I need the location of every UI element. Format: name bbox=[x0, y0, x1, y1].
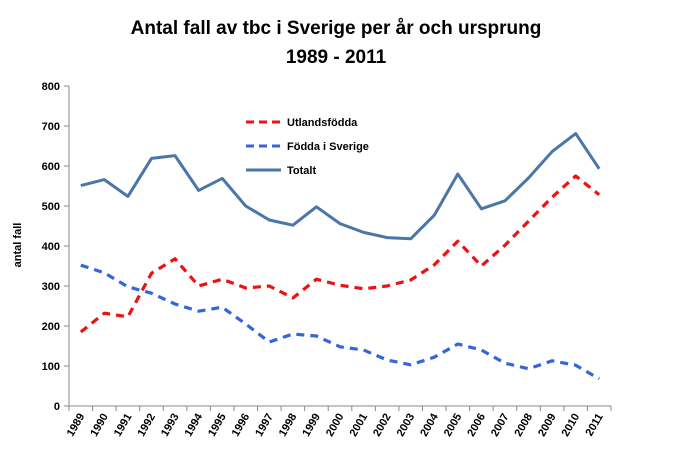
legend: Utlandsfödda Födda i Sverige Totalt bbox=[246, 117, 369, 177]
legend-label-2: Födda i Sverige bbox=[287, 141, 369, 153]
series-line-2 bbox=[80, 263, 601, 381]
x-tick-label: 1990 bbox=[88, 412, 111, 439]
y-tick-label: 300 bbox=[42, 281, 60, 293]
series-lines bbox=[79, 132, 601, 381]
x-tick-label: 1996 bbox=[230, 412, 253, 439]
chart-title: Antal fall av tbc i Sverige per år och u… bbox=[131, 18, 542, 39]
x-tick-label: 2004 bbox=[418, 411, 441, 439]
x-tick-label: 1999 bbox=[300, 412, 323, 439]
axes bbox=[64, 85, 612, 411]
x-tick-label: 2006 bbox=[465, 412, 488, 439]
x-tick-label: 2009 bbox=[536, 412, 559, 439]
y-tick-label: 400 bbox=[42, 241, 60, 253]
x-tick-label: 1995 bbox=[206, 412, 229, 439]
chart-subtitle: 1989 - 2011 bbox=[286, 47, 387, 68]
series-line-1 bbox=[79, 174, 601, 334]
y-tick-labels: 0 100 200 300 400 500 600 700 800 bbox=[42, 81, 60, 413]
x-tick-label: 2011 bbox=[583, 412, 605, 439]
series-line-3 bbox=[80, 132, 601, 241]
x-tick-label: 2001 bbox=[348, 412, 371, 439]
x-tick-label: 1998 bbox=[277, 412, 300, 439]
x-tick-label: 1991 bbox=[112, 412, 135, 439]
y-tick-label: 100 bbox=[42, 361, 60, 373]
x-tick-label: 2003 bbox=[395, 412, 418, 439]
y-tick-label: 800 bbox=[42, 81, 60, 93]
x-tick-label: 2000 bbox=[324, 412, 347, 439]
y-tick-label: 700 bbox=[42, 121, 60, 133]
y-tick-label: 200 bbox=[42, 321, 60, 333]
x-tick-label: 2002 bbox=[371, 412, 394, 439]
x-tick-label: 1997 bbox=[253, 412, 276, 439]
x-tick-label: 2005 bbox=[442, 412, 465, 439]
y-axis-label: antal fall bbox=[12, 223, 24, 268]
x-tick-label: 2008 bbox=[512, 412, 535, 439]
y-tick-label: 0 bbox=[54, 401, 60, 413]
x-tick-label: 1993 bbox=[159, 412, 182, 439]
legend-label-1: Utlandsfödda bbox=[287, 117, 358, 129]
y-tick-label: 500 bbox=[42, 201, 60, 213]
x-tick-label: 2007 bbox=[489, 412, 512, 439]
x-tick-label: 1992 bbox=[135, 412, 158, 439]
x-tick-label: 1989 bbox=[65, 412, 88, 439]
x-tick-label: 2010 bbox=[560, 412, 583, 439]
y-tick-label: 600 bbox=[42, 161, 60, 173]
legend-label-3: Totalt bbox=[287, 165, 316, 177]
x-tick-labels: 1989 1990 1991 1992 1993 1994 1995 1996 1997 1998… bbox=[65, 411, 606, 439]
x-tick-label: 1994 bbox=[183, 411, 206, 439]
